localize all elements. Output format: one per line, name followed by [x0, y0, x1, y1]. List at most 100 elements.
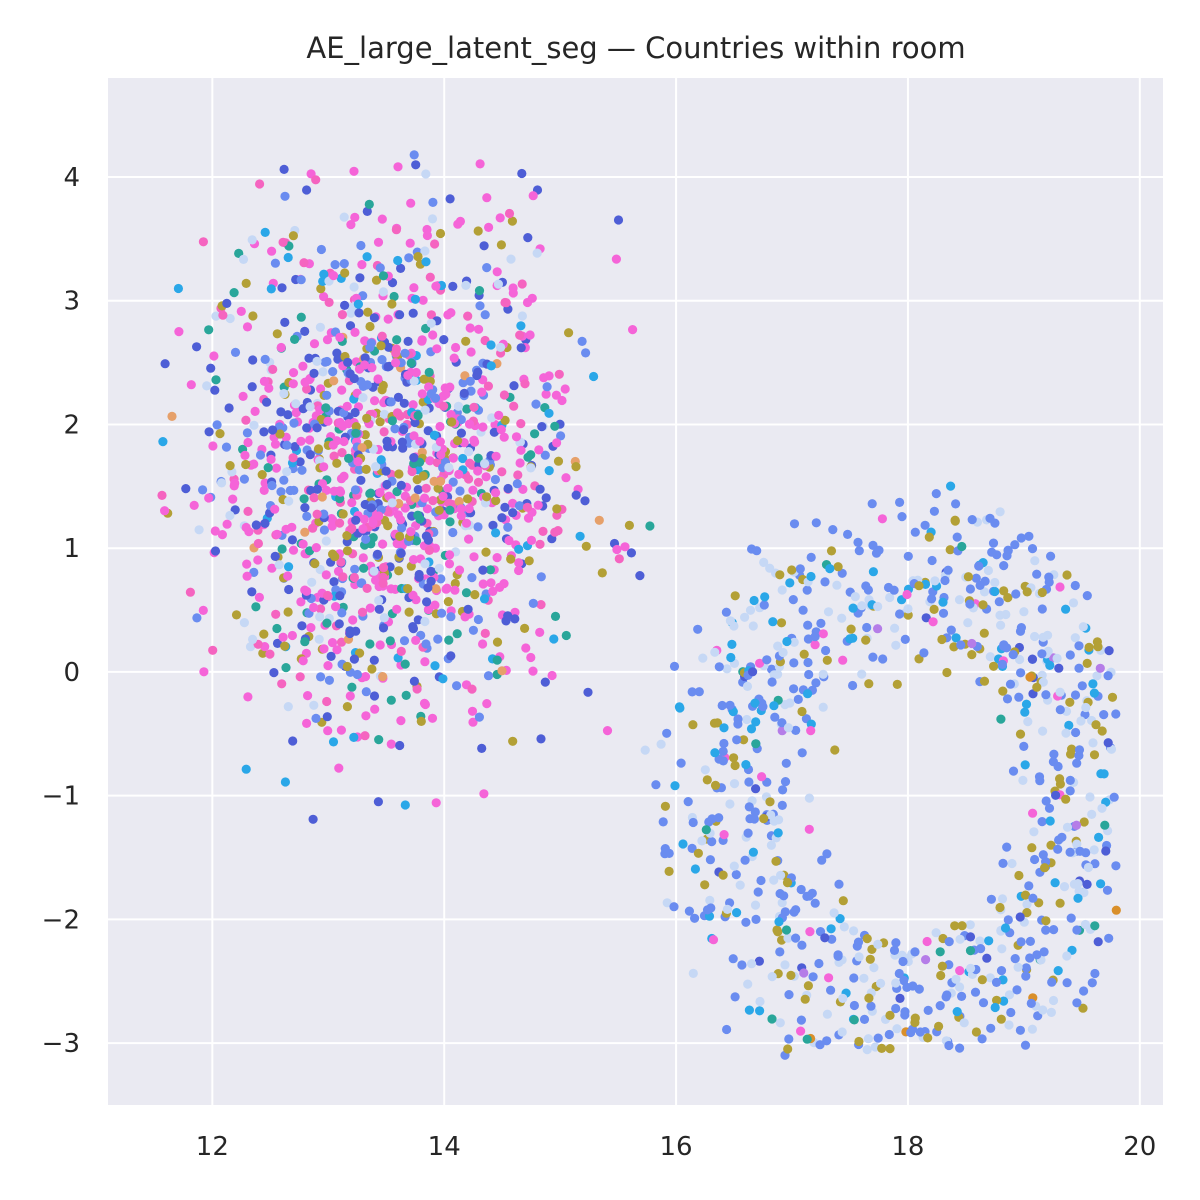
scatter-point — [1089, 845, 1099, 855]
scatter-point — [371, 275, 382, 285]
scatter-point — [279, 389, 289, 399]
scatter-point — [439, 401, 449, 411]
scatter-point — [396, 716, 406, 726]
scatter-point — [776, 870, 786, 880]
scatter-point — [934, 1021, 944, 1031]
scatter-point — [970, 987, 981, 997]
scatter-point — [1041, 916, 1051, 926]
scatter-point — [1044, 577, 1054, 587]
scatter-point — [924, 532, 934, 542]
scatter-point — [499, 432, 509, 442]
scatter-point — [473, 522, 483, 532]
scatter-point — [694, 687, 704, 697]
scatter-point — [354, 465, 364, 475]
scatter-point — [1021, 963, 1031, 973]
scatter-point — [799, 968, 809, 978]
scatter-point — [461, 280, 471, 290]
scatter-point — [443, 483, 453, 493]
scatter-point — [974, 561, 984, 571]
scatter-point — [620, 542, 630, 552]
scatter-point — [386, 739, 396, 749]
scatter-point — [483, 381, 493, 391]
scatter-point — [283, 252, 293, 263]
scatter-point — [238, 391, 248, 401]
scatter-point — [455, 486, 465, 496]
scatter-point — [332, 458, 342, 468]
scatter-point — [829, 908, 839, 918]
scatter-point — [1022, 587, 1032, 597]
scatter-point — [210, 546, 221, 556]
scatter-point — [1099, 769, 1109, 779]
scatter-point — [371, 575, 381, 585]
scatter-point — [400, 800, 410, 810]
scatter-point — [986, 1023, 996, 1033]
scatter-point — [967, 515, 977, 525]
scatter-point — [308, 523, 318, 533]
scatter-point — [330, 552, 340, 562]
scatter-point — [503, 522, 513, 532]
scatter-point — [951, 633, 961, 643]
scatter-point — [383, 314, 393, 324]
scatter-point — [895, 497, 905, 507]
scatter-point — [997, 894, 1008, 904]
scatter-point — [463, 494, 473, 504]
scatter-point — [456, 428, 466, 438]
scatter-point — [433, 634, 443, 644]
scatter-point — [683, 797, 693, 807]
scatter-point — [1074, 886, 1084, 896]
scatter-point — [781, 925, 792, 935]
scatter-point — [345, 628, 355, 639]
scatter-point — [669, 661, 680, 672]
scatter-point — [544, 371, 554, 381]
scatter-point — [1027, 1024, 1037, 1034]
scatter-point — [923, 1033, 933, 1043]
scatter-point — [547, 670, 557, 681]
scatter-point — [778, 785, 788, 795]
scatter-point — [446, 410, 456, 420]
scatter-point — [1011, 589, 1021, 599]
scatter-point — [523, 452, 533, 462]
scatter-point — [369, 655, 379, 665]
scatter-point — [540, 677, 550, 687]
scatter-point — [225, 510, 235, 521]
scatter-point — [317, 492, 327, 502]
scatter-point — [804, 824, 814, 834]
scatter-point — [411, 635, 421, 646]
scatter-point — [837, 1027, 847, 1037]
scatter-point — [849, 1015, 859, 1025]
scatter-point — [849, 1000, 860, 1011]
scatter-point — [296, 597, 306, 607]
scatter-point — [198, 605, 208, 616]
scatter-point — [1026, 998, 1036, 1009]
scatter-point — [260, 518, 270, 529]
scatter-point — [1046, 840, 1056, 850]
scatter-point — [422, 504, 432, 514]
scatter-point — [282, 440, 292, 450]
scatter-point — [353, 457, 363, 467]
scatter-point — [302, 185, 312, 195]
scatter-point — [1062, 951, 1072, 961]
scatter-point — [1041, 796, 1051, 806]
scatter-point — [488, 520, 498, 530]
scatter-point — [854, 1036, 864, 1047]
scatter-point — [1020, 1040, 1031, 1050]
scatter-point — [950, 516, 960, 526]
scatter-point — [479, 789, 489, 799]
scatter-point — [722, 1024, 732, 1035]
scatter-point — [602, 726, 613, 736]
scatter-point — [1002, 842, 1012, 852]
scatter-point — [795, 564, 805, 574]
scatter-point — [903, 604, 913, 614]
scatter-point — [247, 587, 257, 597]
scatter-point — [996, 714, 1006, 724]
scatter-point — [864, 993, 874, 1003]
scatter-point — [375, 417, 385, 427]
scatter-point — [746, 724, 757, 734]
scatter-point — [453, 436, 463, 446]
scatter-point — [257, 470, 267, 480]
scatter-point — [1071, 727, 1081, 738]
scatter-point — [521, 643, 531, 653]
scatter-point — [318, 367, 328, 377]
scatter-point — [848, 680, 858, 691]
scatter-point — [412, 684, 422, 694]
